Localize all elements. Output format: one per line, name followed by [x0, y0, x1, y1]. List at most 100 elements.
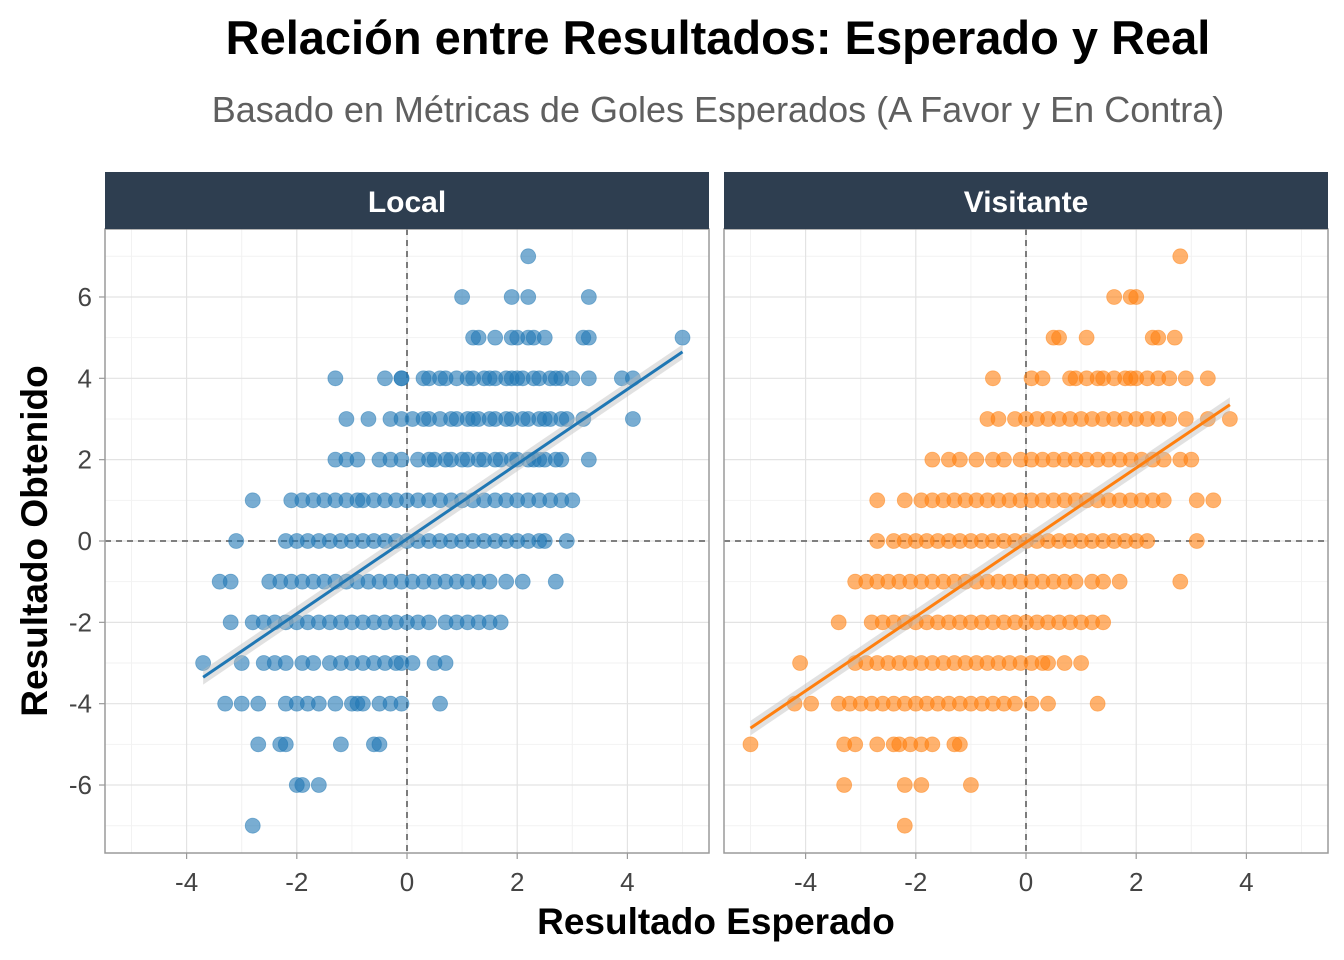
- data-point: [1183, 451, 1200, 468]
- data-point: [310, 695, 327, 712]
- facet-strip-label: Local: [368, 186, 446, 219]
- data-point: [1166, 329, 1183, 346]
- data-point: [553, 451, 570, 468]
- data-point: [233, 695, 250, 712]
- data-point: [1161, 411, 1178, 427]
- data-point: [1172, 573, 1189, 590]
- data-point: [470, 329, 487, 346]
- data-point: [1205, 492, 1222, 509]
- data-point: [580, 451, 597, 468]
- data-point: [742, 736, 759, 753]
- y-tick-label: -6: [69, 770, 92, 800]
- data-point: [1139, 533, 1156, 549]
- y-tick-label: 0: [78, 526, 92, 556]
- chart-subtitle: Basado en Métricas de Goles Esperados (A…: [212, 89, 1224, 130]
- data-point: [338, 411, 355, 427]
- data-point: [1095, 614, 1112, 631]
- data-point: [580, 370, 597, 387]
- data-point: [580, 289, 597, 305]
- data-point: [277, 655, 294, 671]
- x-tick-label: 2: [1129, 867, 1143, 897]
- x-tick-label: 0: [400, 867, 414, 897]
- y-tick-label: 2: [78, 445, 92, 475]
- panel-visitante: Visitante -4 -2 0 2 4: [723, 172, 1329, 897]
- data-point: [233, 655, 250, 671]
- data-point: [1172, 248, 1189, 265]
- data-point: [558, 411, 575, 427]
- data-point: [990, 411, 1007, 427]
- y-tick-label: 6: [78, 282, 92, 312]
- data-point: [222, 614, 239, 631]
- x-tick-label: -4: [794, 867, 817, 897]
- data-point: [498, 573, 515, 590]
- data-point: [924, 451, 941, 468]
- data-point: [1221, 411, 1238, 427]
- y-tick-label: -2: [69, 607, 92, 637]
- data-point: [1089, 695, 1106, 712]
- data-point: [1106, 289, 1123, 305]
- data-point: [580, 329, 597, 346]
- data-point: [1111, 573, 1128, 590]
- data-point: [487, 329, 504, 346]
- data-point: [360, 411, 377, 427]
- data-point: [869, 736, 886, 753]
- data-point: [244, 492, 261, 509]
- data-point: [1040, 695, 1056, 712]
- data-point: [1199, 370, 1216, 387]
- data-point: [1073, 655, 1089, 671]
- data-point: [803, 695, 820, 712]
- data-point: [896, 817, 913, 834]
- data-point: [393, 370, 410, 387]
- data-point: [564, 492, 581, 509]
- data-point: [963, 777, 979, 793]
- data-point: [228, 533, 245, 549]
- data-point: [1023, 695, 1040, 712]
- data-point: [294, 777, 311, 793]
- y-tick-label: 4: [78, 363, 92, 393]
- x-tick-label: -2: [904, 867, 927, 897]
- x-tick-label: 2: [510, 867, 524, 897]
- x-axis-title: Resultado Esperado: [537, 901, 895, 942]
- data-point: [421, 614, 437, 631]
- data-point: [481, 573, 498, 590]
- data-point: [547, 573, 564, 590]
- x-tick-label: -2: [285, 867, 308, 897]
- data-point: [349, 451, 366, 468]
- data-point: [792, 655, 808, 671]
- panel-local: Local -4 -2 0 2 4 -6 -4 -2 0 2 4 6: [69, 172, 710, 897]
- data-point: [393, 451, 410, 468]
- chart-title: Relación entre Resultados: Esperado y Re…: [226, 11, 1211, 64]
- data-point: [250, 736, 267, 753]
- data-point: [951, 736, 968, 753]
- data-point: [310, 777, 327, 793]
- facet-strip-label: Visitante: [964, 186, 1089, 219]
- data-point: [1040, 655, 1056, 671]
- data-point: [625, 411, 641, 427]
- data-point: [830, 614, 847, 631]
- data-point: [836, 777, 853, 793]
- data-point: [536, 533, 553, 549]
- data-point: [985, 370, 1001, 387]
- facet-strip: [724, 172, 1328, 229]
- x-tick-label: 4: [1239, 867, 1253, 897]
- data-point: [913, 777, 930, 793]
- data-point: [924, 736, 941, 753]
- data-point: [327, 370, 344, 387]
- data-point: [1188, 492, 1205, 509]
- data-point: [327, 695, 344, 712]
- data-point: [332, 736, 349, 753]
- data-point: [520, 248, 537, 265]
- x-tick-label: -4: [175, 867, 198, 897]
- data-point: [1034, 370, 1051, 387]
- data-point: [996, 451, 1012, 468]
- data-point: [558, 533, 575, 549]
- data-point: [492, 614, 509, 631]
- data-point: [564, 370, 581, 387]
- data-point: [1007, 695, 1023, 712]
- data-point: [393, 695, 410, 712]
- data-point: [847, 736, 864, 753]
- data-point: [896, 492, 913, 509]
- y-tick-label: -4: [69, 689, 92, 719]
- data-point: [1161, 370, 1178, 387]
